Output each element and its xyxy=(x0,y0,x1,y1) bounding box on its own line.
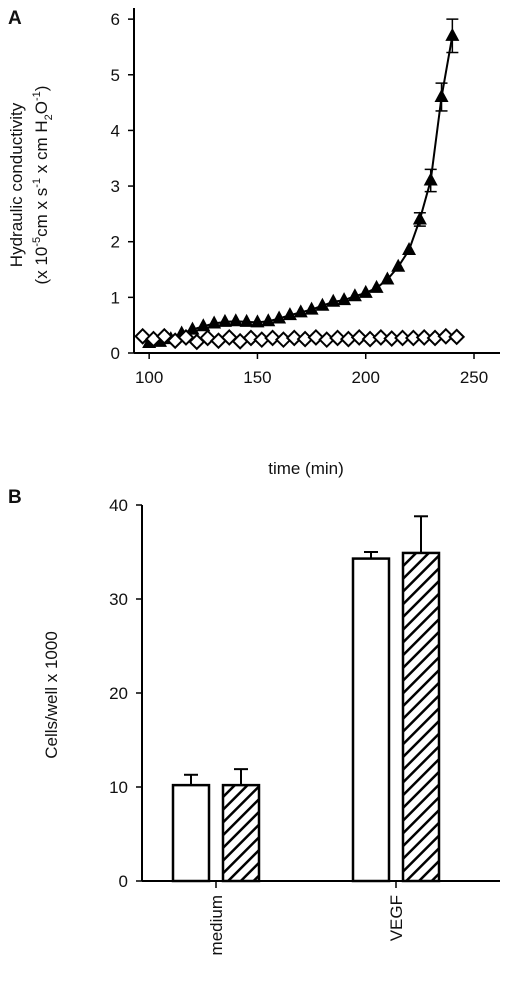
panel-a-triangle-point xyxy=(185,321,200,335)
panel-a-triangle-point xyxy=(196,318,211,332)
panel-b-bar-chart: B Cells/well x 1000 0 10 20 30 40 medium VEGF xyxy=(8,487,500,955)
panel-a-diamond-point xyxy=(264,329,282,347)
panel-b-letter: B xyxy=(8,487,22,508)
panel-b-bars xyxy=(171,515,441,883)
panel-a-diamond-point xyxy=(448,328,466,346)
panel-b-bar xyxy=(221,783,261,883)
panel-b-bar xyxy=(171,783,211,883)
panel-a-y-tick-label: 4 xyxy=(111,121,120,140)
panel-a-x-tick-label: 150 xyxy=(243,368,271,387)
panel-a-triangle-point xyxy=(228,313,243,327)
panel-b-category-label: medium xyxy=(207,895,226,955)
panel-b-axes: 0 10 20 30 40 medium VEGF xyxy=(109,496,500,955)
panel-a-triangle-point xyxy=(402,242,417,256)
panel-a-diamond-point xyxy=(350,329,368,346)
panel-a-x-tick-label: 250 xyxy=(460,368,488,387)
panel-b-y-tick-label: 40 xyxy=(109,496,128,515)
ylabel-part: (x 10 xyxy=(32,247,51,285)
panel-a-x-tick-label: 100 xyxy=(135,368,163,387)
panel-b-bar xyxy=(351,557,391,883)
ylabel-part: O xyxy=(32,101,51,114)
panel-b-y-tick-label: 20 xyxy=(109,684,128,703)
panel-a-y-axis-title-line1: Hydraulic conductivity xyxy=(7,102,26,267)
panel-a-triangle-point xyxy=(337,292,352,306)
panel-a-series-line xyxy=(149,35,454,344)
panel-a-triangle-point xyxy=(412,211,427,225)
panel-a-triangle-point xyxy=(261,313,276,327)
panel-b-y-axis-title: Cells/well x 1000 xyxy=(42,631,61,759)
panel-a-triangle-point xyxy=(326,293,341,307)
panel-a-diamond-point xyxy=(285,329,303,347)
panel-a-triangle-point xyxy=(282,307,297,321)
panel-a-diamond-point xyxy=(307,329,325,346)
panel-a-line-chart: A Hydraulic conductivity (x 10-5cm x s-1… xyxy=(7,8,500,478)
panel-a-diamond-point xyxy=(437,327,455,345)
panel-a-triangle-point xyxy=(315,297,330,311)
panel-a-triangle-point xyxy=(423,172,438,186)
panel-a-triangle-point xyxy=(369,279,384,293)
ylabel-part: cm x s xyxy=(32,188,51,237)
panel-a-triangle-point xyxy=(391,258,406,272)
panel-a-y-tick-label: 2 xyxy=(111,233,120,252)
panel-a-triangle-point xyxy=(250,314,265,328)
panel-a-diamond-point xyxy=(372,329,390,346)
ylabel-part: x cm H xyxy=(32,120,51,178)
panel-a-y-axis-title-line2: (x 10-5cm x s-1 x cm H2O-1) xyxy=(31,86,55,285)
panel-a-triangle-point xyxy=(239,313,254,327)
ylabel-superscript: -1 xyxy=(31,178,43,188)
panel-b-y-tick-label: 0 xyxy=(119,872,128,891)
panel-a-x-axis-title: time (min) xyxy=(268,459,344,478)
ylabel-part: ) xyxy=(32,86,51,92)
panel-a-diamond-point xyxy=(329,329,346,347)
panel-a-triangle-point xyxy=(434,89,449,103)
panel-a-y-axis-title: Hydraulic conductivity (x 10-5cm x s-1 x… xyxy=(7,86,55,285)
panel-a-x-tick-label: 200 xyxy=(352,368,380,387)
panel-a-y-tick-label: 1 xyxy=(111,288,120,307)
panel-a-diamond-point xyxy=(415,329,433,346)
panel-a-triangle-point xyxy=(358,284,373,298)
panel-b-y-tick-label: 30 xyxy=(109,590,128,609)
panel-b-category-label: VEGF xyxy=(387,895,406,941)
ylabel-superscript: -5 xyxy=(31,237,43,247)
panel-a-diamond-point xyxy=(242,329,260,347)
panel-a-triangle-point xyxy=(207,315,222,329)
panel-a-triangle-point xyxy=(272,310,287,324)
panel-b-y-tick-label: 10 xyxy=(109,778,128,797)
panel-a-letter: A xyxy=(8,8,22,29)
panel-a-y-tick-label: 0 xyxy=(111,344,120,363)
panel-a-triangle-point xyxy=(217,313,232,327)
panel-a-y-tick-label: 5 xyxy=(111,66,120,85)
panel-a-y-tick-label: 6 xyxy=(111,10,120,29)
panel-a-series-diamonds xyxy=(134,327,466,351)
panel-b-bar xyxy=(401,551,441,883)
panel-a-triangle-point xyxy=(380,271,395,285)
ylabel-superscript: -1 xyxy=(31,91,43,101)
panel-a-series-triangles xyxy=(142,18,460,348)
panel-a-diamond-point xyxy=(394,329,411,347)
panel-a-triangle-point xyxy=(304,301,319,315)
panel-a-triangle-point xyxy=(445,27,460,41)
panel-a-axes: 0 1 2 3 4 5 6 100 150 200 250 xyxy=(111,8,500,387)
panel-a-triangle-point xyxy=(293,304,308,318)
panel-a-y-tick-label: 3 xyxy=(111,177,120,196)
panel-a-triangle-point xyxy=(347,288,362,302)
ylabel-subscript: 2 xyxy=(43,114,55,120)
